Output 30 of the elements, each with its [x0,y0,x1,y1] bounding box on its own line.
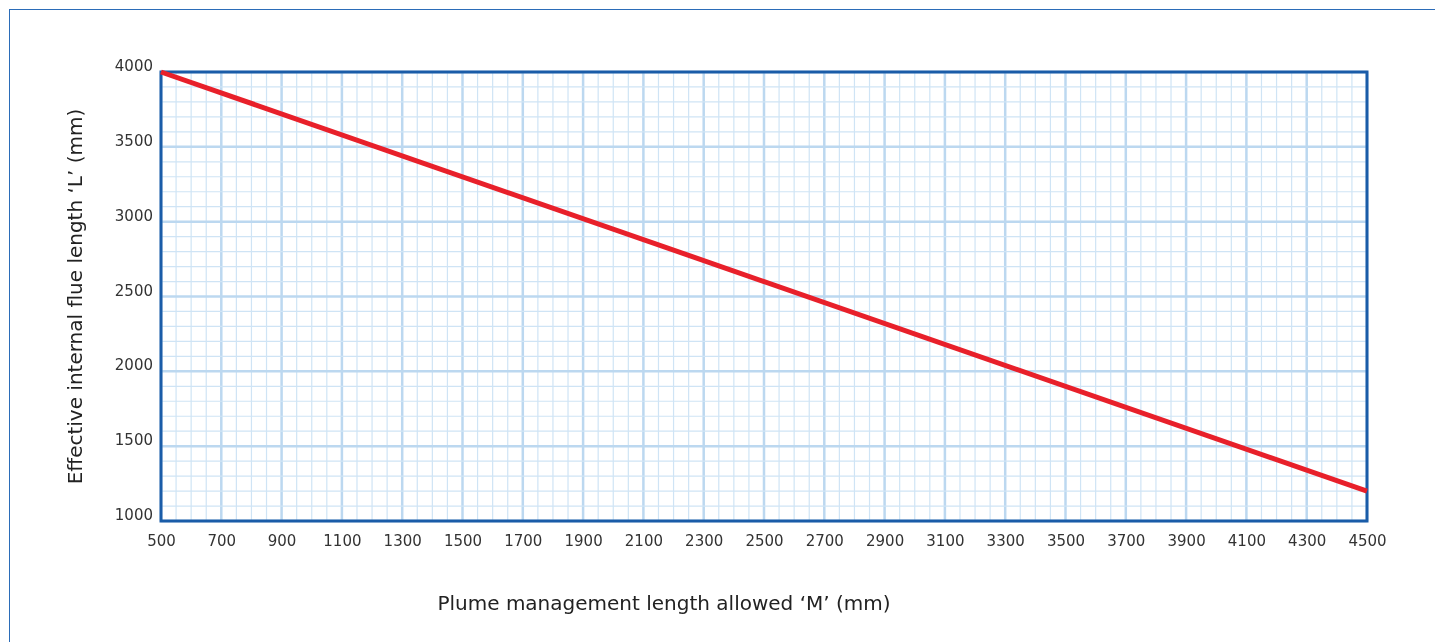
x-tick-label: 1500 [443,531,483,550]
y-tick-label: 4000 [114,57,153,75]
y-tick-label: 1000 [114,506,153,524]
y-tick-label: 3500 [114,131,153,150]
y-tick-label: 2000 [114,356,153,375]
x-tick-label: 500 [147,531,176,550]
y-tick-label: 3000 [114,206,153,225]
x-tick-label: 1900 [564,531,603,550]
x-tick-label: 3700 [1107,531,1146,550]
x-tick-label: 2900 [866,531,905,550]
x-tick-label: 2300 [685,531,724,550]
x-tick-label: 3500 [1046,531,1086,550]
y-axis-title: Effective internal flue length ‘L’ (mm) [63,108,87,485]
x-tick-label: 4300 [1288,531,1327,550]
x-tick-label: 3300 [986,531,1025,550]
x-tick-label: 2700 [805,531,844,550]
x-tick-label: 900 [267,531,297,550]
x-tick-label: 3100 [926,531,965,550]
x-tick-label: 700 [207,531,237,550]
x-axis-title: Plume management length allowed ‘M’ (mm) [437,591,891,615]
y-tick-label: 2500 [114,281,153,300]
x-tick-label: 1100 [323,531,362,550]
x-tick-label: 2500 [745,531,784,550]
x-tick-label: 4100 [1227,531,1266,550]
x-tick-label: 4500 [1348,531,1387,550]
x-tick-label: 3900 [1167,531,1206,550]
x-tick-label: 2100 [624,531,663,550]
y-tick-label: 1500 [114,431,153,450]
x-tick-label: 1700 [504,531,543,550]
x-tick-label: 1300 [383,531,422,550]
